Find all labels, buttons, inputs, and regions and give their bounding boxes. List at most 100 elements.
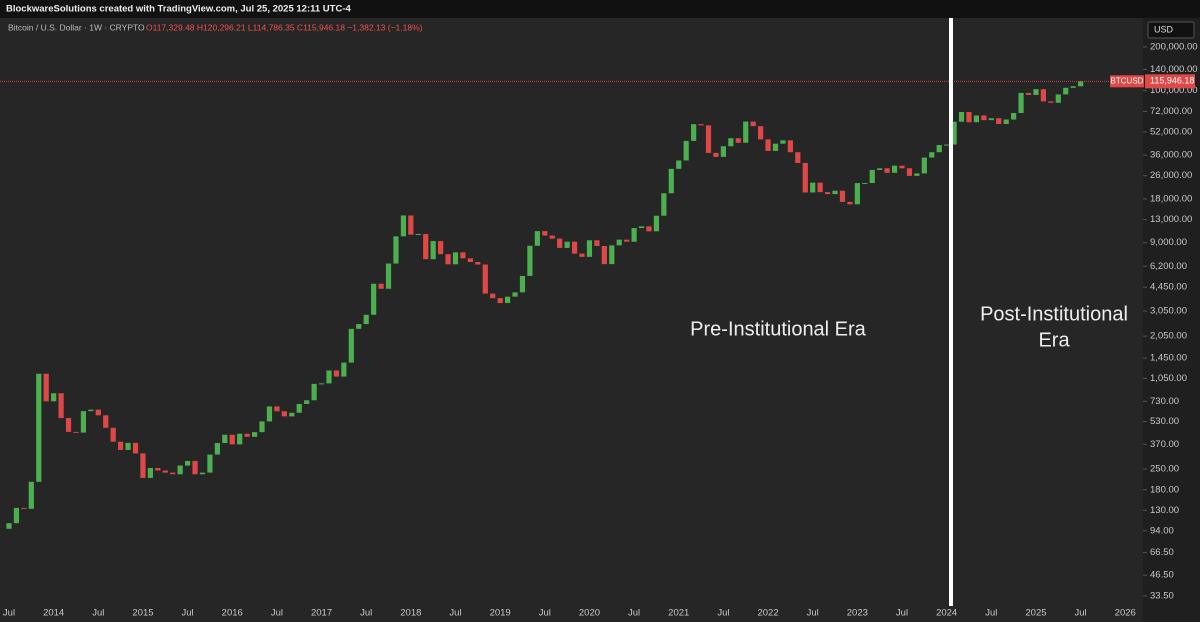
candle <box>177 465 183 475</box>
candle <box>906 168 913 176</box>
x-tick-label: 2014 <box>43 608 64 619</box>
candle <box>199 472 206 475</box>
x-tick-label: 2024 <box>936 608 957 619</box>
candle <box>772 143 779 151</box>
candle <box>244 433 250 437</box>
x-tick-label: Jul <box>896 608 908 619</box>
candle <box>847 201 853 205</box>
candle <box>869 169 875 184</box>
y-tick-label: 94.00 <box>1150 525 1174 536</box>
y-tick-label: 4,450.00 <box>1150 282 1187 293</box>
candle <box>1048 101 1054 103</box>
candle <box>192 460 198 475</box>
candle <box>735 138 741 143</box>
x-tick-label: 2026 <box>1115 608 1136 619</box>
candle <box>668 168 674 194</box>
y-tick-label: 180.00 <box>1150 484 1179 495</box>
candle <box>490 293 496 299</box>
price-tag <box>1145 74 1195 89</box>
candle <box>348 328 354 363</box>
y-tick-label: 9,000.00 <box>1150 237 1187 248</box>
candle <box>921 157 927 174</box>
y-tick-label: 130.00 <box>1150 505 1179 516</box>
x-tick-label: 2025 <box>1025 608 1046 619</box>
candle <box>586 240 593 257</box>
candle <box>698 124 704 126</box>
candle <box>996 118 1002 125</box>
candle <box>981 115 987 121</box>
candle <box>103 415 109 428</box>
candle <box>549 235 555 239</box>
header: BlockwareSolutions created with TradingV… <box>6 4 351 15</box>
x-tick-label: Jul <box>1075 608 1087 619</box>
candle <box>326 370 332 384</box>
candle <box>460 252 466 259</box>
candle <box>817 182 823 193</box>
y-tick-label: 66.50 <box>1150 547 1174 558</box>
candle <box>646 226 652 232</box>
candle <box>452 252 459 265</box>
candle <box>21 507 27 509</box>
candle <box>758 126 764 140</box>
candle <box>601 246 607 265</box>
candle <box>676 160 682 169</box>
currency: USD <box>1154 24 1174 34</box>
candle <box>95 409 101 416</box>
candle <box>73 431 79 433</box>
candle <box>691 124 697 141</box>
ohlc-text: O117,329.48 H120,296.21 L114,786.35 C115… <box>146 22 423 32</box>
candle <box>408 215 414 235</box>
candle <box>1070 86 1076 88</box>
candle <box>318 383 325 385</box>
candle <box>795 152 801 164</box>
y-tick-label: 26,000.00 <box>1150 170 1192 181</box>
x-tick-label: Jul <box>449 608 461 619</box>
candle <box>810 182 816 193</box>
candle <box>1055 94 1061 103</box>
candle <box>251 432 258 437</box>
y-tick-label: 52,000.00 <box>1150 126 1192 137</box>
candle <box>132 442 139 454</box>
candle <box>884 168 890 173</box>
candle <box>519 275 526 293</box>
candle <box>110 427 116 442</box>
y-tick-label: 200,000.00 <box>1150 41 1198 52</box>
y-tick-label: 33.50 <box>1150 590 1174 601</box>
candle <box>304 400 310 404</box>
candle <box>147 467 153 478</box>
candle <box>504 296 511 304</box>
x-tick-label: 2015 <box>132 608 153 619</box>
candle <box>80 411 87 433</box>
annotation: Post-Institutional <box>980 303 1128 325</box>
candle <box>58 393 64 419</box>
x-tick-label: Jul <box>360 608 372 619</box>
candle <box>765 139 771 151</box>
candle <box>170 472 176 475</box>
candle <box>713 152 719 157</box>
candle <box>118 441 124 450</box>
candle <box>951 121 957 145</box>
candle <box>378 283 384 289</box>
candle <box>966 111 972 123</box>
candle <box>445 254 451 265</box>
candle <box>1003 119 1009 125</box>
candle <box>475 262 481 265</box>
candle <box>341 362 347 377</box>
candle <box>824 192 831 195</box>
y-tick-label: 18,000.00 <box>1150 193 1192 204</box>
candle <box>281 411 287 417</box>
y-tick-label: 1,050.00 <box>1150 373 1187 384</box>
y-tick-label: 250.00 <box>1150 464 1179 475</box>
chart-title: Bitcoin / U.S. Dollar · 1W · CRYPTO <box>8 22 145 32</box>
candle <box>356 324 362 329</box>
candle <box>1011 112 1017 120</box>
candle <box>1025 92 1032 95</box>
candle <box>385 263 392 289</box>
candle <box>594 240 600 247</box>
candle <box>936 145 942 153</box>
candle <box>683 140 689 161</box>
candle <box>557 238 563 248</box>
x-tick-label: Jul <box>539 608 551 619</box>
x-tick-label: Jul <box>807 608 819 619</box>
